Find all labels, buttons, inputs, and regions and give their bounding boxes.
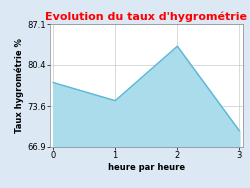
X-axis label: heure par heure: heure par heure <box>108 163 185 172</box>
Title: Evolution du taux d'hygrométrie: Evolution du taux d'hygrométrie <box>45 12 247 22</box>
Y-axis label: Taux hygrométrie %: Taux hygrométrie % <box>15 38 24 133</box>
